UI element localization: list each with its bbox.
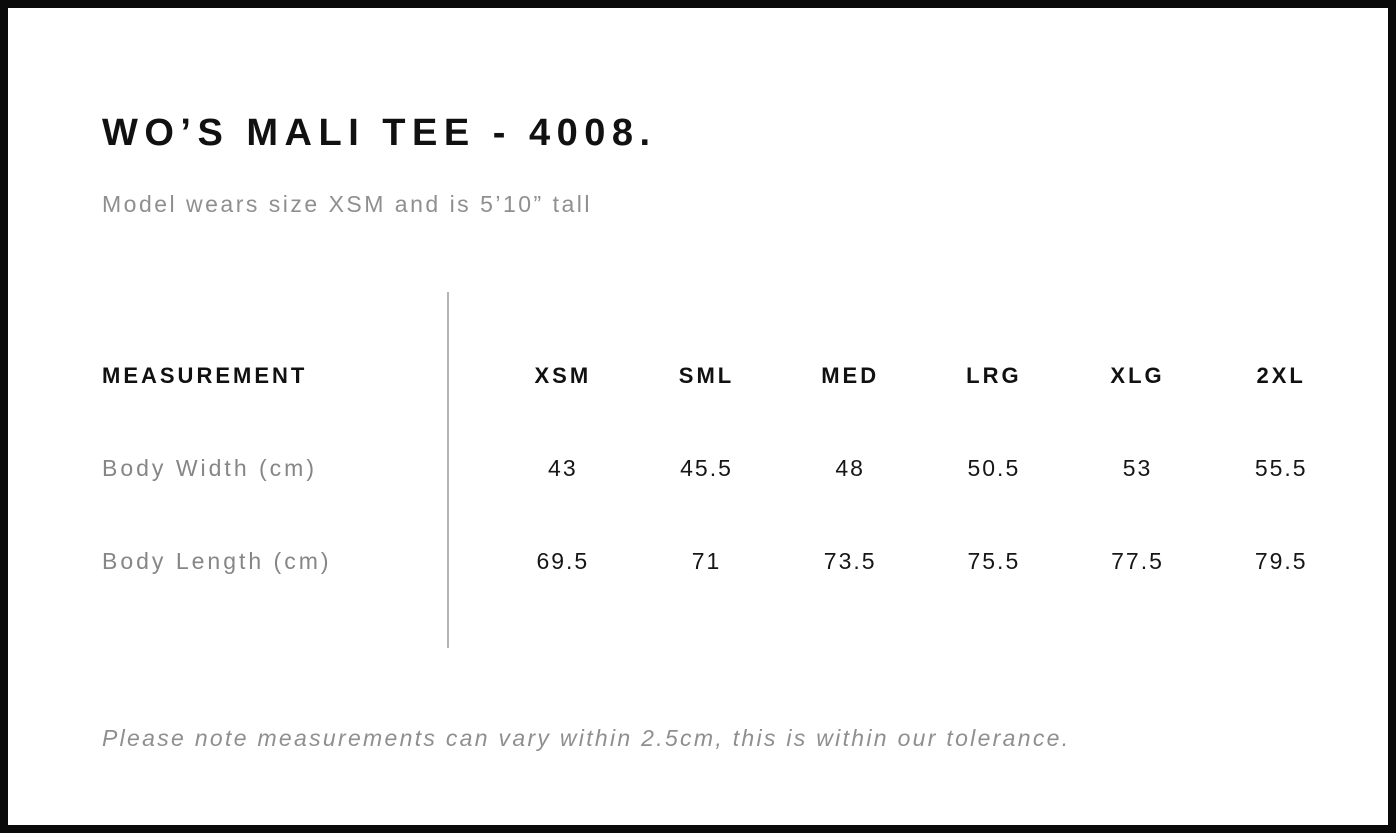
size-value-cell: 71: [691, 548, 722, 574]
table-row-body-length: 69.5 71 73.5 75.5 77.5 79.5: [491, 548, 1353, 575]
size-column-header-sml: SML: [678, 363, 735, 388]
size-column-header-2xl: 2XL: [1256, 363, 1306, 388]
size-value-cell: 55.5: [1254, 455, 1308, 481]
tolerance-note: Please note measurements can vary within…: [102, 725, 1071, 751]
row-label-body-length: Body Length (cm): [102, 548, 332, 574]
table-row-body-width: 43 45.5 48 50.5 53 55.5: [491, 455, 1353, 482]
size-value-cell: 43: [548, 455, 578, 481]
size-value-cell: 50.5: [967, 455, 1021, 481]
size-value-cell: 73.5: [823, 548, 877, 574]
size-value-cell: 75.5: [967, 548, 1021, 574]
size-value-cell: 53: [1122, 455, 1153, 481]
model-size-subtitle: Model wears size XSM and is 5’10” tall: [102, 191, 592, 217]
size-value-cell: 77.5: [1111, 548, 1164, 574]
size-column-header-lrg: LRG: [966, 363, 1022, 388]
size-value-cell: 79.5: [1254, 548, 1308, 574]
size-value-cell: 69.5: [536, 548, 590, 574]
size-header-row: XSM SML MED LRG XLG 2XL: [491, 363, 1353, 389]
table-divider-line: [447, 292, 449, 648]
size-value-cell: 48: [835, 455, 865, 481]
measurement-column-header: MEASUREMENT: [102, 363, 308, 388]
size-column-header-xlg: XLG: [1110, 363, 1165, 388]
product-title: WO’S MALI TEE - 4008.: [102, 112, 657, 154]
size-column-header-xsm: XSM: [534, 363, 592, 388]
row-label-body-width: Body Width (cm): [102, 455, 317, 481]
size-value-cell: 45.5: [680, 455, 733, 481]
size-column-header-med: MED: [821, 363, 880, 388]
